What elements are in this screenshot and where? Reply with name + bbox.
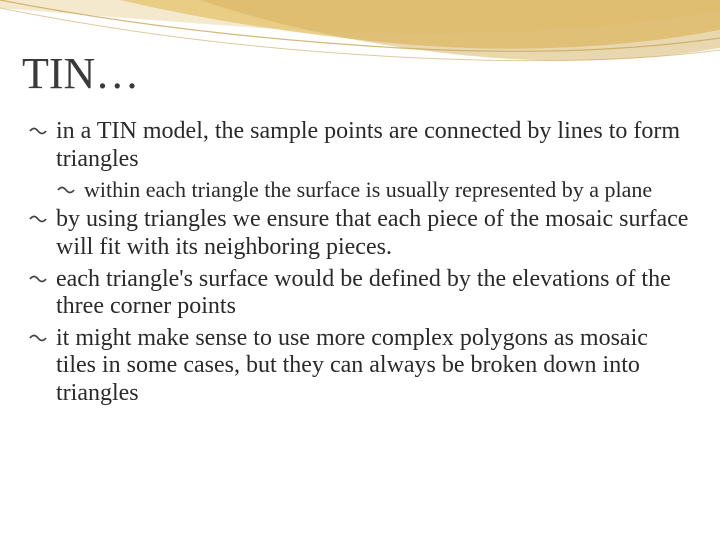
swirl-bullet-icon xyxy=(28,212,48,226)
slide: TIN… in a TIN model, the sample points a… xyxy=(0,0,720,540)
swirl-bullet-icon xyxy=(28,124,48,138)
bullet-item: each triangle's surface would be defined… xyxy=(28,266,690,321)
bullet-text: each triangle's surface would be defined… xyxy=(56,266,671,320)
slide-title: TIN… xyxy=(22,48,139,99)
swirl-bullet-icon xyxy=(56,183,76,197)
bullet-text: in a TIN model, the sample points are co… xyxy=(56,118,680,172)
bullet-item: it might make sense to use more complex … xyxy=(28,325,690,408)
swirl-bullet-icon xyxy=(28,272,48,286)
swirl-bullet-icon xyxy=(28,331,48,345)
bullet-text: by using triangles we ensure that each p… xyxy=(56,206,688,260)
bullet-text: it might make sense to use more complex … xyxy=(56,325,648,406)
bullet-item: in a TIN model, the sample points are co… xyxy=(28,118,690,173)
slide-content: in a TIN model, the sample points are co… xyxy=(28,118,690,412)
bullet-item-sub: within each triangle the surface is usua… xyxy=(56,177,690,202)
bullet-text: within each triangle the surface is usua… xyxy=(84,177,652,202)
bullet-item: by using triangles we ensure that each p… xyxy=(28,206,690,261)
